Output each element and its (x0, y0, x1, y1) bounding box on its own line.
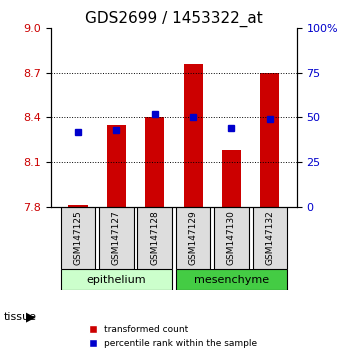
FancyBboxPatch shape (214, 206, 249, 269)
Legend: transformed count, percentile rank within the sample: transformed count, percentile rank withi… (82, 323, 259, 349)
FancyBboxPatch shape (176, 269, 287, 290)
Bar (183, 64, 203, 206)
FancyBboxPatch shape (253, 206, 287, 269)
Text: ▶: ▶ (26, 310, 35, 323)
Bar (69, 205, 88, 206)
Text: epithelium: epithelium (87, 275, 146, 285)
FancyBboxPatch shape (61, 269, 172, 290)
Text: tissue: tissue (3, 312, 36, 322)
Text: GSM147129: GSM147129 (189, 210, 197, 265)
Text: GSM147127: GSM147127 (112, 210, 121, 265)
Text: mesenchyme: mesenchyme (194, 275, 269, 285)
Title: GDS2699 / 1453322_at: GDS2699 / 1453322_at (85, 11, 263, 27)
FancyBboxPatch shape (99, 206, 134, 269)
Text: GSM147130: GSM147130 (227, 210, 236, 265)
Bar (107, 125, 126, 206)
Bar (222, 150, 241, 206)
FancyBboxPatch shape (176, 206, 210, 269)
Bar (260, 73, 279, 206)
Text: GSM147132: GSM147132 (265, 210, 274, 265)
FancyBboxPatch shape (137, 206, 172, 269)
FancyBboxPatch shape (61, 206, 95, 269)
Text: GSM147128: GSM147128 (150, 210, 159, 265)
Text: GSM147125: GSM147125 (74, 210, 83, 265)
Bar (145, 118, 164, 206)
